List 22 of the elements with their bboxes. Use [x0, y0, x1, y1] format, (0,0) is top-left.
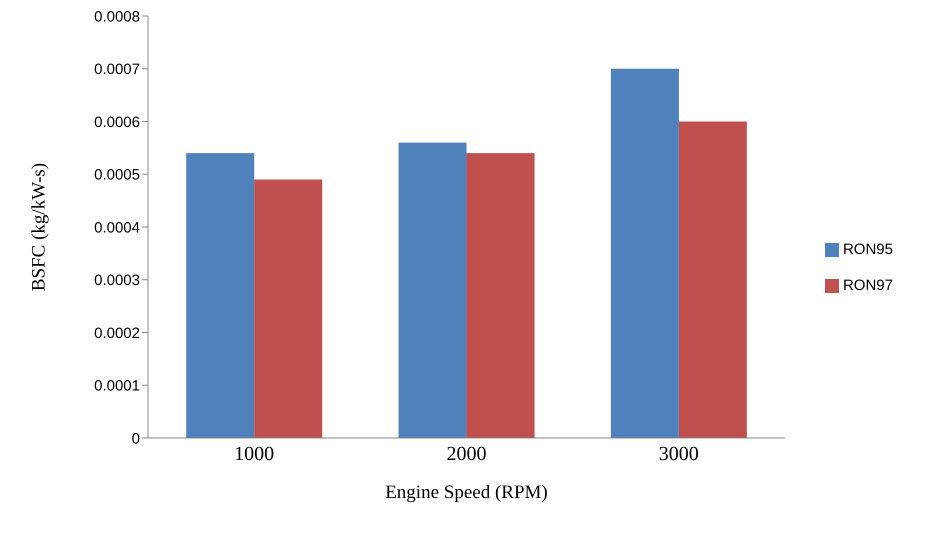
- y-tick-label: 0.0007: [94, 61, 140, 78]
- y-tick-label: 0.0008: [94, 8, 140, 26]
- bar: [254, 180, 322, 438]
- y-tick-label: 0.0003: [94, 272, 140, 290]
- bar: [678, 122, 747, 438]
- y-tick-label: 0.0006: [94, 114, 140, 131]
- y-tick-label: 0.0002: [94, 324, 140, 342]
- y-tick-label: 0.0005: [94, 166, 140, 184]
- bar: [398, 142, 467, 438]
- bar: [466, 153, 535, 438]
- x-axis-title: Engine Speed (RPM): [385, 482, 548, 503]
- legend-label: RON95: [842, 241, 893, 258]
- x-tick-label: 3000: [658, 443, 699, 466]
- bar: [610, 68, 679, 438]
- y-axis-title: BSFC (kg/kW-s): [28, 162, 50, 292]
- x-tick-label: 2000: [446, 443, 486, 466]
- y-tick-label: 0.0004: [94, 219, 140, 236]
- y-tick-label: 0: [132, 430, 140, 448]
- bar: [186, 153, 254, 438]
- y-tick-label: 0.0001: [94, 378, 140, 395]
- legend-label: RON97: [842, 277, 893, 294]
- x-tick-label: 1000: [234, 443, 274, 466]
